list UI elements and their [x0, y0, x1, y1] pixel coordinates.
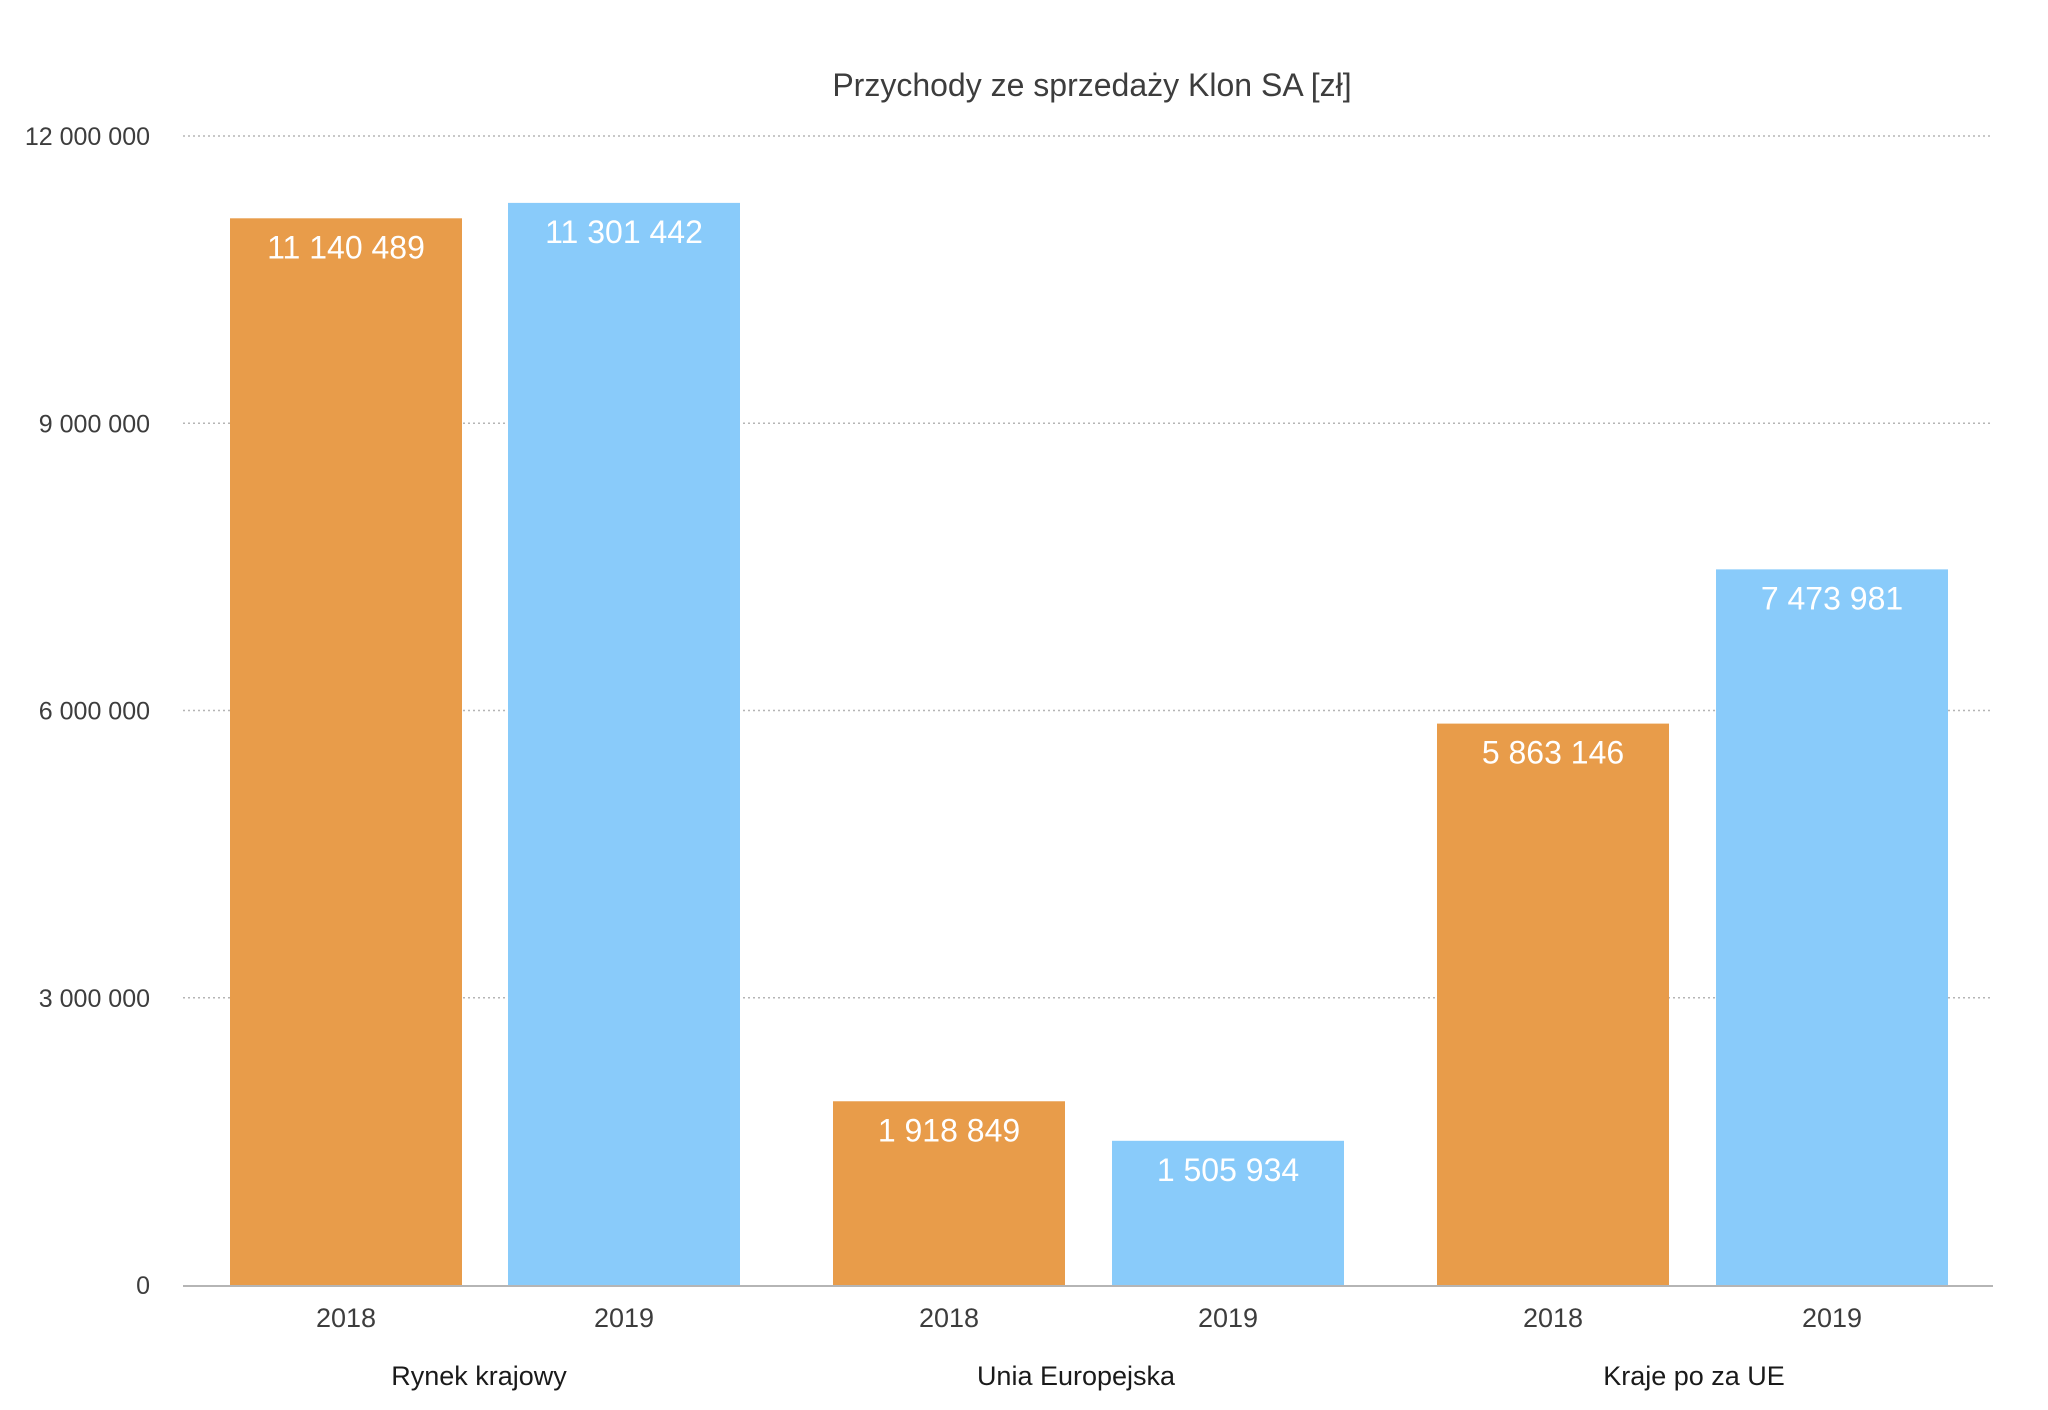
group-label: Unia Europejska: [977, 1361, 1176, 1391]
y-tick-label: 6 000 000: [39, 698, 150, 726]
chart-title: Przychody ze sprzedaży Klon SA [zł]: [832, 67, 1351, 103]
x-tick-label: 2019: [594, 1303, 654, 1333]
data-label: 5 863 146: [1482, 735, 1624, 771]
data-label: 1 505 934: [1157, 1152, 1299, 1188]
y-tick-label: 12 000 000: [25, 123, 150, 151]
bar-1-2018: [230, 218, 462, 1285]
bar-1-2019: [508, 202, 740, 1285]
group-label: Rynek krajowy: [391, 1361, 567, 1391]
x-tick-label: 2019: [1802, 1303, 1862, 1333]
x-tick-label: 2018: [1523, 1303, 1583, 1333]
x-tick-label: 2018: [919, 1303, 979, 1333]
x-tick-label: 2018: [316, 1303, 376, 1333]
gridlines: [183, 135, 1993, 999]
bar-3-2019: [1716, 569, 1948, 1285]
group-label: Kraje po za UE: [1603, 1361, 1785, 1391]
bar-3-2018: [1437, 723, 1669, 1285]
y-axis-ticks: 0 3 000 000 6 000 000 9 000 000 12 000 000: [25, 123, 150, 1300]
data-label: 7 473 981: [1761, 580, 1903, 616]
data-label: 11 301 442: [545, 214, 703, 250]
y-tick-label: 9 000 000: [39, 410, 150, 438]
data-label: 11 140 489: [267, 229, 425, 265]
labels: 11 140 489 2018 11 301 442 2019 Rynek krajow…: [267, 214, 1903, 1391]
x-tick-label: 2019: [1198, 1303, 1258, 1333]
bar-2-2018: [833, 1101, 1065, 1285]
bars: [230, 202, 1948, 1285]
y-tick-label: 3 000 000: [39, 985, 150, 1013]
y-tick-label: 0: [136, 1272, 150, 1300]
data-label: 1 918 849: [878, 1112, 1020, 1148]
bar-2-2019: [1112, 1140, 1344, 1285]
